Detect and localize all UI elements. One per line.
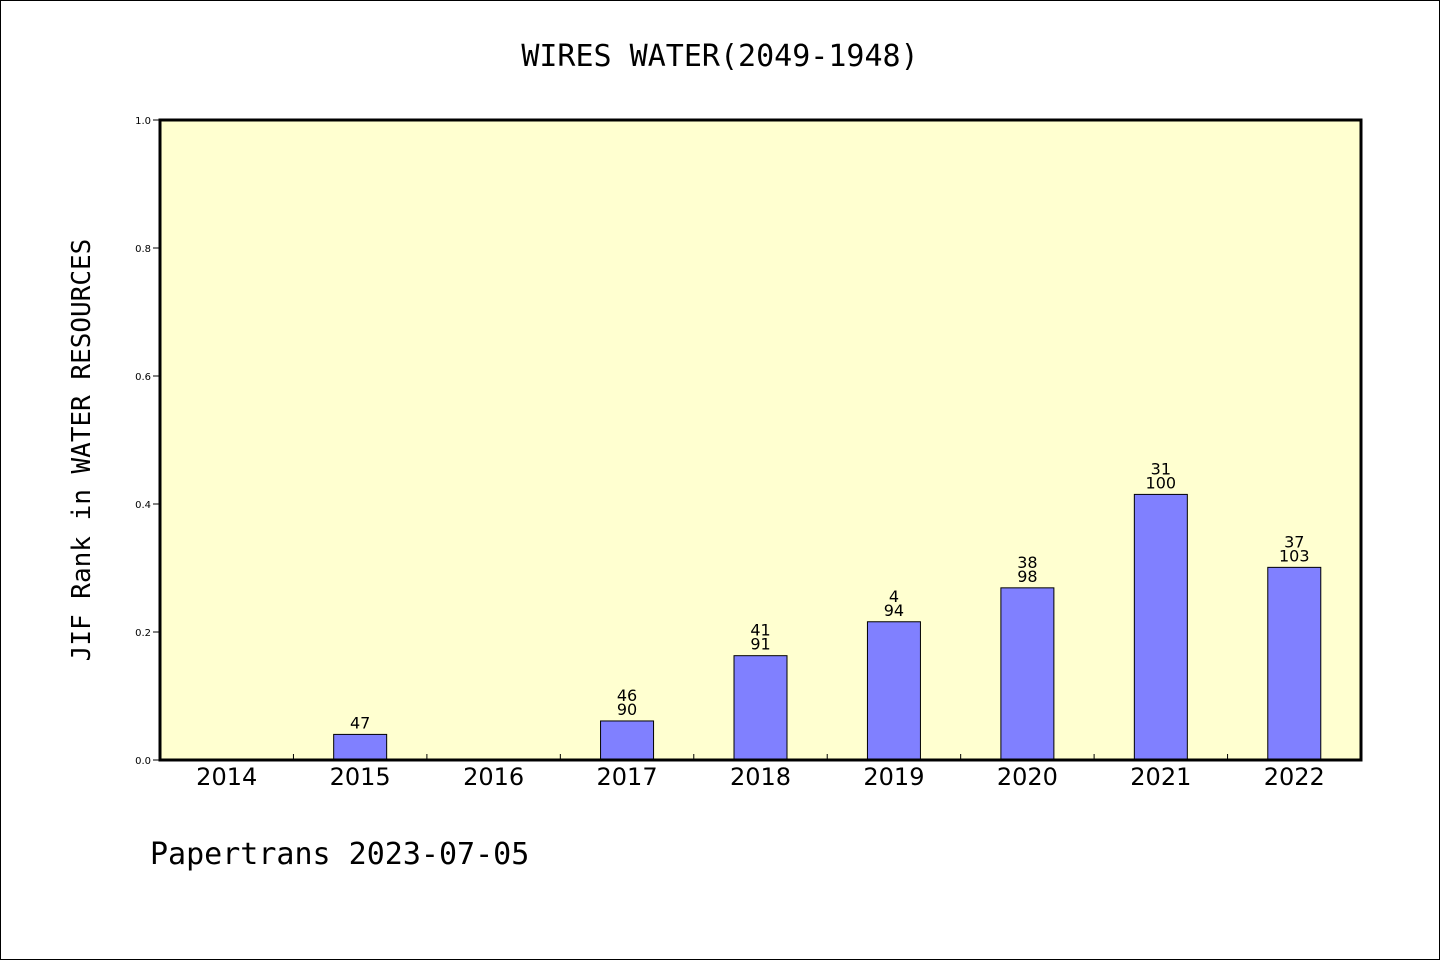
bars-group [333, 493, 1322, 761]
x-tick-label: 2019 [863, 763, 924, 791]
bar-2021 [1133, 493, 1188, 761]
bar-2018 [733, 655, 788, 761]
data-label-bottom: 100 [1146, 473, 1177, 492]
bar-2020 [1000, 587, 1055, 761]
plot-border [158, 118, 1363, 762]
data-label-top: 4 [889, 587, 899, 606]
data-label-top: 46 [617, 686, 637, 705]
y-axis-label: JIF Rank in WATER RESOURCES [67, 239, 97, 662]
data-label-top: 31 [1151, 459, 1171, 478]
bar-2017 [600, 720, 655, 761]
data-label-bottom: 47 [350, 713, 370, 732]
x-tick-label: 2020 [997, 763, 1058, 791]
bar-2022 [1267, 566, 1322, 761]
x-tick-label: 2021 [1130, 763, 1191, 791]
x-tick-label: 2016 [463, 763, 524, 791]
data-label-bottom: 90 [617, 700, 637, 719]
y-tick-label: 1.0 [135, 116, 151, 127]
x-tick-label: 2017 [597, 763, 658, 791]
data-label-top: 37 [1284, 532, 1304, 551]
data-label-bottom: 103 [1279, 546, 1310, 565]
y-tick-label: 0.2 [135, 628, 151, 639]
data-label-bottom: 94 [884, 601, 904, 620]
y-tick-label: 0.8 [135, 244, 151, 255]
bar-2015 [333, 733, 388, 761]
chart-title: WIRES WATER(2049-1948) [521, 39, 918, 74]
data-label-top: 38 [1017, 553, 1037, 572]
x-tick-label: 2022 [1264, 763, 1325, 791]
footer-credit: Papertrans 2023-07-05 [150, 837, 529, 872]
x-tick-label: 2015 [330, 763, 391, 791]
x-tick-label: 2014 [196, 763, 257, 791]
y-tick-label: 0.4 [135, 500, 151, 511]
data-label-bottom: 98 [1017, 567, 1037, 586]
x-tick-label: 2018 [730, 763, 791, 791]
y-tick-label: 0.6 [135, 372, 151, 383]
bar-2019 [866, 621, 921, 761]
data-label-top: 41 [750, 621, 770, 640]
y-tick-label: 0.0 [135, 756, 151, 767]
data-label-bottom: 91 [750, 635, 770, 654]
